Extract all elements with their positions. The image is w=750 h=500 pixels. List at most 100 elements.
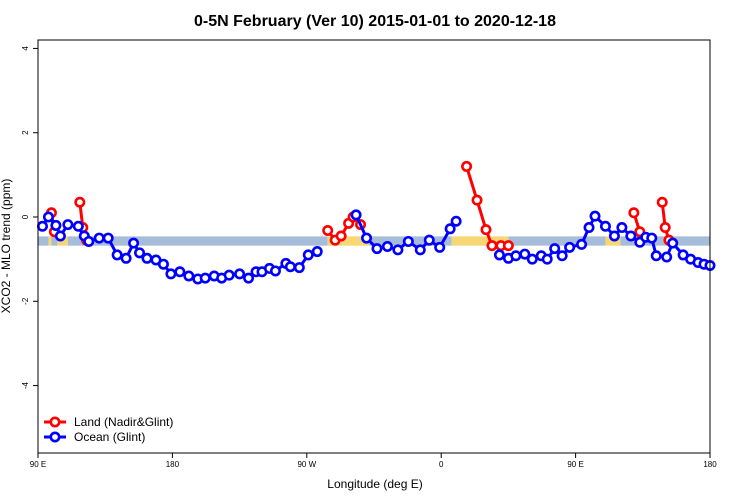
ocean-point (556, 250, 568, 262)
band-ocean-segment-8 (508, 236, 606, 246)
ocean-point (284, 261, 296, 273)
land-point (322, 224, 334, 236)
ocean-point (650, 250, 662, 262)
ocean-point (589, 210, 601, 222)
ocean-point (549, 243, 561, 255)
ocean-point (42, 211, 54, 223)
ocean-point (381, 241, 393, 253)
ocean-point (199, 272, 211, 284)
x-tick-label: 0 (439, 460, 444, 469)
y-tick-label: -2 (21, 297, 30, 305)
land-point (502, 240, 514, 252)
ocean-point (541, 253, 553, 265)
ocean-point (36, 220, 48, 232)
land-point (480, 224, 492, 236)
ocean-point (120, 252, 132, 264)
ocean-point (93, 232, 105, 244)
ocean-point (444, 223, 456, 235)
x-tick-label: 90 E (567, 460, 583, 469)
chart-title: 0-5N February (Ver 10) 2015-01-01 to 202… (194, 13, 556, 30)
y-tick-label: -4 (21, 381, 30, 389)
ocean-point (510, 250, 522, 262)
legend-ocean-marker (49, 431, 61, 443)
ocean-point (243, 272, 255, 284)
legend-land-label: Land (Nadir&Glint) (74, 415, 173, 429)
y-axis: -4 -2 0 2 4 (21, 46, 38, 389)
ocean-point (111, 249, 123, 261)
land-line-segment-5 (660, 202, 671, 241)
ocean-point (269, 265, 281, 277)
ocean-point (102, 232, 114, 244)
band-ocean-segment-0 (38, 236, 49, 246)
ocean-point (311, 246, 323, 258)
ocean-point (141, 252, 153, 264)
x-tick-label: 90 W (297, 460, 316, 469)
ocean-point (50, 219, 62, 231)
ocean-point (128, 237, 140, 249)
land-point (74, 196, 86, 208)
ocean-point (157, 258, 169, 270)
ocean-point (83, 235, 95, 247)
band-land-segment-5 (327, 236, 370, 246)
legend: Land (Nadir&Glint)Ocean (Glint) (44, 415, 173, 444)
ocean-point (667, 237, 679, 249)
ocean-point (350, 209, 362, 221)
ocean-point (402, 235, 414, 247)
ocean-point (361, 232, 373, 244)
ocean-point (302, 249, 314, 261)
ocean-point (392, 244, 404, 256)
plot-frame (37, 39, 711, 454)
ocean-point (493, 249, 505, 261)
x-axis: 90 E 180 90 W 0 90 E 180 (30, 453, 717, 469)
ocean-point (564, 241, 576, 253)
ocean-point (616, 222, 628, 234)
land-point (335, 230, 347, 242)
ocean-point (54, 230, 66, 242)
band-land-segment-3 (57, 236, 68, 246)
ocean-point (576, 238, 588, 250)
y-tick-label: 2 (21, 130, 30, 135)
ocean-point (134, 247, 146, 259)
ocean-point (608, 230, 620, 242)
ocean-point (450, 215, 462, 227)
ocean-point (62, 219, 74, 231)
x-axis-label: Longitude (deg E) (327, 477, 422, 491)
ocean-point (293, 262, 305, 274)
ocean-point (599, 220, 611, 232)
land-point (628, 207, 640, 219)
band-land-segment-1 (48, 236, 52, 246)
legend-ocean-label: Ocean (Glint) (74, 430, 145, 444)
ocean-point (72, 220, 84, 232)
ocean-point (526, 253, 538, 265)
x-tick-label: 180 (703, 460, 717, 469)
x-tick-label: 180 (166, 460, 180, 469)
x-tick-label: 90 E (30, 460, 46, 469)
ocean-point (434, 241, 446, 253)
ocean-point (223, 269, 235, 281)
ocean-point (174, 266, 186, 278)
y-tick-label: 0 (21, 214, 30, 219)
plot-area (36, 39, 716, 454)
land-point (656, 196, 668, 208)
ocean-point (183, 270, 195, 282)
ocean-point (583, 222, 595, 234)
ocean-point (371, 243, 383, 255)
land-point (471, 194, 483, 206)
y-tick-label: 4 (21, 46, 30, 51)
y-axis-label: XCO2 - MLO trend (ppm) (0, 179, 13, 314)
ocean-point (661, 251, 673, 263)
ocean-point (519, 248, 531, 260)
land-point (486, 240, 498, 252)
band-land-segment-7 (451, 236, 509, 246)
ocean-point (234, 268, 246, 280)
band-ocean-segment-2 (51, 236, 58, 246)
legend-land-marker (49, 416, 61, 428)
land-point (461, 160, 473, 172)
ocean-point (414, 244, 426, 256)
band-ocean-segment-4 (67, 236, 328, 246)
ocean-point (625, 230, 637, 242)
land-point (659, 222, 671, 234)
ocean-point (423, 234, 435, 246)
